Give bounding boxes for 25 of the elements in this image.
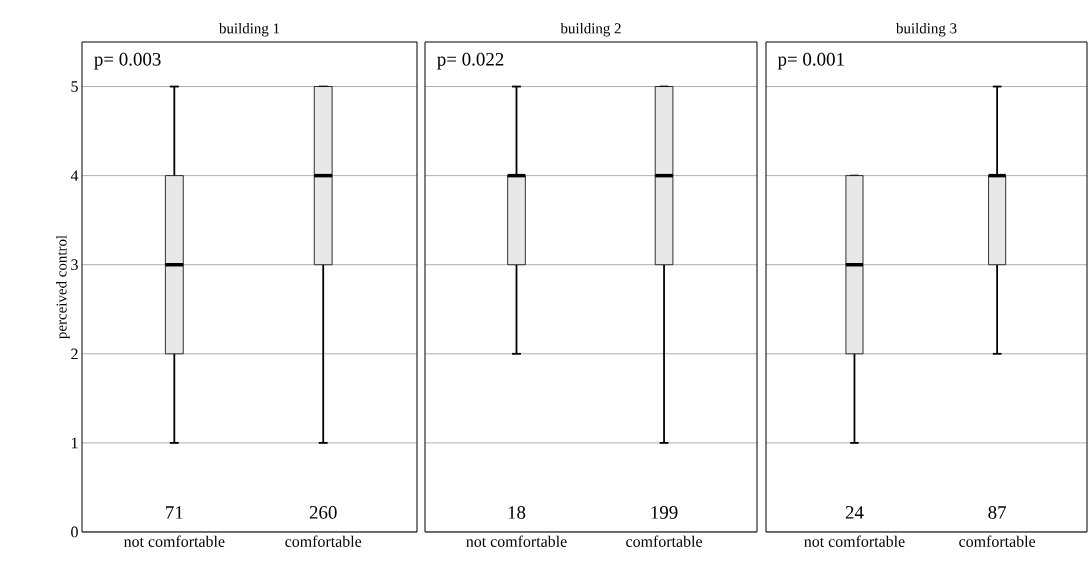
annotation: 199 — [651, 506, 678, 519]
x-tick-label: comfortable — [285, 535, 362, 547]
x-tick-label: comfortable — [959, 535, 1036, 547]
chart-title: building 1 — [219, 22, 280, 37]
annotation: p= 0.022 — [437, 52, 504, 70]
annotation: 71 — [166, 506, 183, 519]
y-tick-label: 5 — [71, 81, 78, 92]
annotation: 260 — [309, 506, 337, 519]
y-tick-label: 1 — [71, 437, 78, 449]
x-tick-label: not comfortable — [466, 535, 567, 547]
x-tick-label: not comfortable — [124, 535, 225, 547]
annotation: 87 — [988, 506, 1007, 519]
x-tick-label: comfortable — [626, 535, 703, 547]
chart-title: building 2 — [560, 22, 621, 37]
annotation: 24 — [845, 506, 864, 519]
x-tick-label: not comfortable — [804, 535, 905, 547]
y-axis-title: perceived control — [56, 235, 70, 339]
annotation: p= 0.001 — [777, 52, 844, 70]
y-tick-label: 2 — [71, 348, 78, 360]
y-tick-label: 0 — [71, 526, 78, 538]
y-tick-label: 4 — [70, 170, 79, 181]
annotation: 18 — [508, 506, 526, 519]
y-tick-label: 3 — [71, 259, 78, 271]
chart-title: building 3 — [896, 22, 957, 37]
annotation: p= 0.003 — [94, 52, 161, 70]
